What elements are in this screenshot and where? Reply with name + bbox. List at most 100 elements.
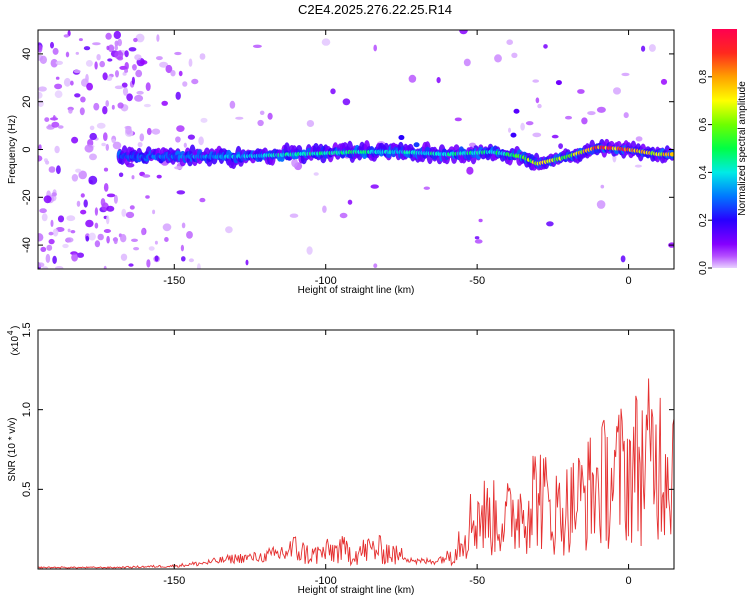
- heatmap-cell: [57, 215, 65, 223]
- heatmap-cell: [85, 235, 90, 242]
- heatmap-cell: [133, 247, 140, 251]
- heatmap-cell: [38, 91, 43, 99]
- heatmap-cell: [100, 198, 106, 207]
- heatmap-cell: [267, 112, 273, 120]
- heatmap-cell: [154, 240, 158, 245]
- heatmap-cell: [508, 127, 511, 133]
- heatmap-cell: [142, 174, 151, 178]
- heatmap-cell: [41, 213, 48, 222]
- heatmap-cell: [139, 133, 145, 142]
- heatmap-cell: [94, 61, 98, 70]
- heatmap-cell: [39, 55, 48, 64]
- heatmap-cell: [114, 50, 124, 60]
- heatmap-cell: [75, 168, 82, 173]
- heatmap-cell: [94, 240, 101, 248]
- heatmap-cell: [199, 53, 206, 60]
- heatmap-cell: [38, 262, 45, 268]
- heatmap-cell: [83, 199, 88, 208]
- heatmap-cell: [89, 153, 97, 161]
- heatmap-cell: [44, 117, 50, 122]
- y-axis-label: Frequency (Hz): [7, 115, 18, 184]
- heatmap-cell: [164, 237, 169, 242]
- heatmap-cell: [73, 69, 81, 74]
- heatmap-cell: [159, 61, 169, 68]
- heatmap-cell: [113, 237, 118, 245]
- heatmap-cell: [129, 205, 135, 210]
- heatmap-cell: [124, 69, 129, 73]
- heatmap-cell: [535, 97, 540, 104]
- heatmap-cell: [122, 72, 127, 76]
- x-tick-label: -50: [469, 275, 485, 287]
- heatmap-cell: [463, 58, 471, 67]
- heatmap-cell: [181, 222, 186, 229]
- heatmap-cell: [257, 119, 264, 127]
- heatmap-cell: [342, 98, 351, 106]
- heatmap-cell: [330, 88, 336, 95]
- heatmap-cell: [156, 174, 162, 179]
- heatmap-cell: [48, 238, 55, 245]
- heatmap-cell: [76, 200, 81, 207]
- heatmap-cell: [373, 44, 378, 52]
- heatmap-cell: [121, 82, 128, 88]
- heatmap-cell: [154, 255, 159, 262]
- heatmap-cell: [474, 239, 483, 244]
- heatmap-cell: [117, 102, 124, 109]
- heatmap-cell: [373, 263, 378, 269]
- heatmap-cell: [106, 45, 110, 51]
- heatmap-cell: [93, 102, 100, 111]
- heatmap-cell: [613, 87, 621, 95]
- y-tick-label: -20: [21, 189, 33, 205]
- y-tick-label: 20: [21, 96, 33, 108]
- heatmap-cell: [669, 152, 674, 157]
- heatmap-cell: [137, 142, 143, 148]
- heatmap-cell: [52, 228, 59, 237]
- heatmap-cell: [80, 96, 86, 103]
- heatmap-cell: [188, 58, 193, 67]
- x-tick-label: 0: [626, 575, 632, 587]
- heatmap-cell: [103, 167, 109, 172]
- heatmap-cell: [112, 141, 122, 150]
- heatmap-cell: [141, 228, 146, 236]
- heatmap-cell: [532, 132, 542, 138]
- heatmap-cell: [125, 126, 132, 135]
- heatmap-cell: [67, 228, 71, 233]
- heatmap-cell: [543, 44, 548, 49]
- heatmap-cell: [107, 58, 113, 62]
- colorbar-label: Normalized spectral amplitude: [737, 81, 748, 216]
- heatmap-cell: [52, 255, 57, 264]
- heatmap-cell: [105, 32, 112, 40]
- colorbar-tick-label: 0.8: [698, 69, 709, 83]
- heatmap-cell: [94, 207, 98, 216]
- heatmap-cell: [555, 80, 562, 86]
- heatmap-cell: [513, 108, 520, 114]
- heatmap-cell: [52, 47, 59, 55]
- heatmap-cell: [70, 230, 76, 234]
- heatmap-cell: [105, 100, 109, 107]
- heatmap-cell: [45, 160, 50, 165]
- heatmap-cell: [88, 175, 98, 185]
- heatmap-cell: [102, 72, 108, 81]
- heatmap-cell: [135, 33, 145, 43]
- heatmap-cell: [170, 70, 176, 77]
- heatmap-cell: [200, 117, 208, 123]
- heatmap-cell: [136, 90, 144, 95]
- heatmap-cell: [229, 100, 236, 109]
- heatmap-cell: [131, 175, 135, 180]
- heatmap-cell: [474, 236, 480, 240]
- heatmap-cell: [176, 125, 185, 132]
- colorbar-tick-label: 0.4: [698, 165, 709, 179]
- heatmap-cell: [322, 205, 327, 213]
- heatmap-cell: [96, 54, 101, 61]
- heatmap-cell: [38, 155, 43, 162]
- heatmap-cell: [85, 60, 93, 67]
- y-tick-label: 1.5: [21, 322, 33, 337]
- heatmap-cell: [131, 238, 138, 242]
- heatmap-cell: [62, 243, 69, 249]
- heatmap-cell: [511, 52, 518, 58]
- heatmap-cell: [178, 70, 183, 77]
- y-tick-label: 0.5: [21, 482, 33, 497]
- heatmap-cell: [132, 64, 137, 71]
- snr-line: [38, 378, 674, 569]
- heatmap-cell: [89, 132, 97, 141]
